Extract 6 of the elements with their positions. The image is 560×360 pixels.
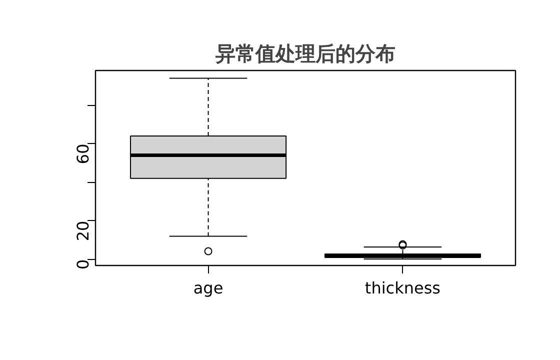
x-tick-label: thickness <box>364 278 441 298</box>
y-tick-label: 0 <box>74 259 92 270</box>
y-tick-label: 20 <box>74 220 92 242</box>
y-tick-label: 60 <box>74 144 92 164</box>
x-tick-label: age <box>193 278 224 298</box>
chart-title: 异常值处理后的分布 <box>214 42 396 66</box>
